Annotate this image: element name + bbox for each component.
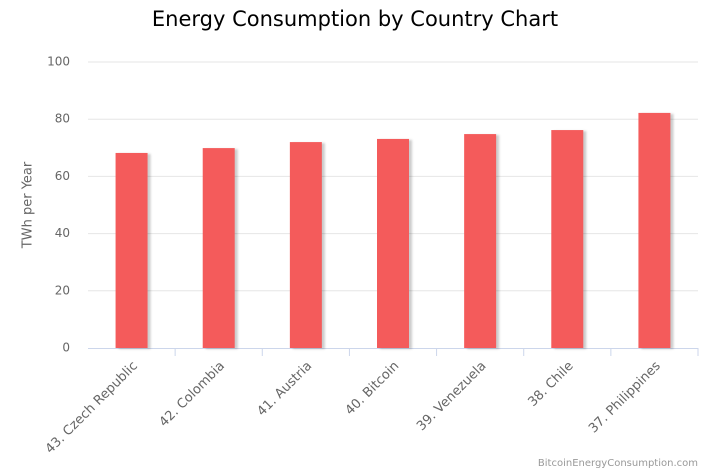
x-tick-label: 41. Austria <box>255 359 316 420</box>
y-tick-label: 0 <box>62 341 70 355</box>
y-tick-label: 20 <box>55 283 70 297</box>
y-tick-label: 100 <box>47 55 70 69</box>
y-axis-label: TWh per Year <box>21 161 36 249</box>
credits: BitcoinEnergyConsumption.com <box>538 458 698 469</box>
bar <box>464 134 497 348</box>
x-tick-label: 40. Bitcoin <box>343 359 403 419</box>
x-tick-label: 37. Philippines <box>586 359 664 437</box>
chart-title: Energy Consumption by Country Chart <box>152 7 558 31</box>
bar <box>638 112 671 349</box>
x-tick-label: 39. Venezuela <box>414 359 489 434</box>
y-tick-label: 40 <box>55 226 70 240</box>
x-tick-label: 42. Colombia <box>157 359 228 430</box>
y-tick-label: 80 <box>55 112 70 126</box>
bar <box>551 130 584 348</box>
bar <box>377 138 409 348</box>
x-tick-label: 43. Czech Republic <box>43 359 141 457</box>
bar <box>202 148 235 348</box>
y-tick-label: 60 <box>55 169 70 183</box>
bar <box>289 142 322 348</box>
bar <box>115 152 148 348</box>
x-tick-label: 38. Chile <box>525 359 576 410</box>
